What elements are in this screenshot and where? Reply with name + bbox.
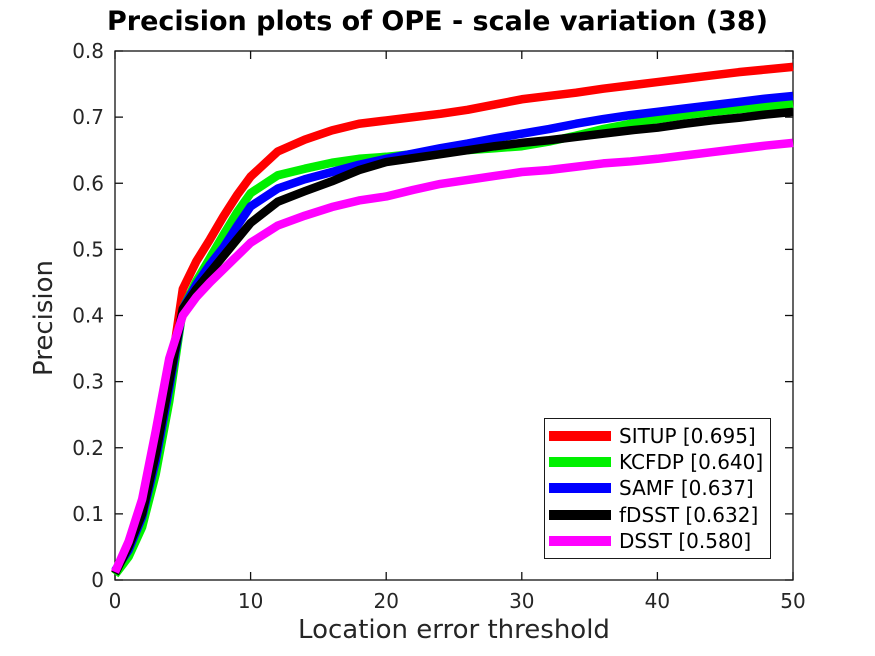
x-tick-label: 20 (373, 589, 398, 613)
legend-swatch-fdsst (549, 509, 611, 520)
x-tick-label: 0 (109, 589, 122, 613)
y-tick-label: 0.4 (72, 304, 104, 328)
legend-entry-situp: SITUP [0.695] (549, 426, 770, 446)
y-tick-label: 0.6 (72, 171, 104, 195)
y-tick-label: 0.3 (72, 370, 104, 394)
x-tick-label: 30 (509, 589, 534, 613)
y-tick-label: 0 (91, 568, 104, 592)
legend-label: SITUP [0.695] (619, 424, 756, 449)
curve-situp (111, 62, 794, 576)
y-tick-label: 0.7 (72, 105, 104, 129)
legend-label: KCFDP [0.640] (619, 450, 764, 475)
legend-entry-kcfdp: KCFDP [0.640] (549, 452, 770, 472)
legend-entry-fdsst: fDSST [0.632] (549, 505, 770, 525)
x-axis-title: Location error threshold (298, 615, 610, 645)
legend: SITUP [0.695] KCFDP [0.640] SAMF [0.637] fD… (544, 418, 771, 559)
x-tick-label: 10 (238, 589, 263, 613)
legend-label: fDSST [0.632] (619, 502, 759, 527)
legend-swatch-situp (549, 431, 611, 442)
legend-swatch-samf (549, 483, 611, 494)
legend-label: SAMF [0.637] (619, 476, 754, 501)
x-tick-label: 50 (780, 589, 805, 613)
x-tick-label: 40 (645, 589, 670, 613)
y-tick-label: 0.1 (72, 502, 104, 526)
y-tick-label: 0.2 (72, 436, 104, 460)
legend-entry-dsst: DSST [0.580] (549, 531, 770, 551)
chart-title: Precision plots of OPE - scale variation… (106, 6, 769, 37)
y-tick-label: 0.8 (72, 39, 104, 63)
y-tick-label: 0.5 (72, 237, 104, 261)
legend-swatch-kcfdp (549, 457, 611, 468)
legend-entries: SITUP [0.695] KCFDP [0.640] SAMF [0.637] fD… (549, 420, 770, 557)
legend-label: DSST [0.580] (619, 528, 752, 553)
curve-dsst (111, 138, 794, 574)
legend-entry-samf: SAMF [0.637] (549, 478, 770, 498)
legend-swatch-dsst (549, 535, 611, 546)
